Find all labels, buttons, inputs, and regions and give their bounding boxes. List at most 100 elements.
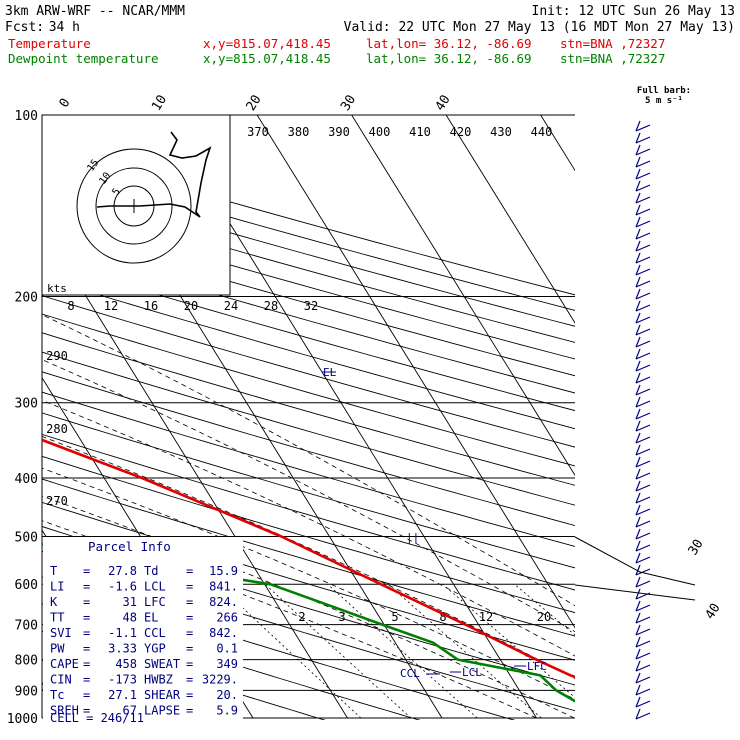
theta-label-left: 280 — [46, 422, 68, 436]
wind-barb-flag — [635, 408, 641, 420]
mixing-ratio-line — [264, 583, 412, 719]
wind-barb-staff — [635, 556, 651, 564]
wind-barb-staff — [635, 364, 651, 372]
wind-key-line2: 5 m s⁻¹ — [645, 96, 683, 106]
wind-barb-staff — [635, 652, 651, 660]
parcel-equals: = — [186, 611, 193, 625]
wind-barb-flag — [635, 156, 641, 168]
wind-barb — [635, 624, 651, 636]
hodograph-units-label: kts — [47, 282, 67, 295]
isotherm-line — [445, 115, 575, 324]
isotherm-label: 40 — [433, 93, 454, 114]
wind-barb-staff — [635, 580, 651, 588]
dewpoint-coords: x,y=815.07,418.45 — [203, 51, 331, 66]
parcel-param-value: 3.33 — [108, 642, 137, 656]
wind-barb-flag — [635, 264, 641, 276]
mixing-ratio-label: 2 — [298, 610, 305, 624]
fcst-value: 34 h — [49, 20, 80, 35]
isotherm-label: 20 — [244, 93, 265, 114]
wind-barb-staff — [635, 316, 651, 324]
wind-barb-staff — [635, 484, 651, 492]
theta-label: 440 — [531, 125, 553, 139]
theta-label: 390 — [328, 125, 350, 139]
parcel-param-label: K — [50, 595, 58, 609]
wind-barb-flag — [635, 696, 641, 708]
wind-barb-staff — [635, 136, 651, 144]
wind-barb-flag — [635, 240, 641, 252]
wind-barb — [635, 420, 651, 432]
wind-barb-flag — [635, 252, 641, 264]
wind-barb-staff — [635, 496, 651, 504]
wind-barb-flag — [635, 324, 641, 336]
wind-barb — [635, 384, 651, 396]
hodograph-scale-label: 16 — [144, 299, 158, 313]
parcel-equals: = — [186, 688, 193, 702]
wind-barb — [635, 228, 651, 240]
wind-barb — [635, 564, 651, 576]
parcel-equals: = — [83, 626, 90, 640]
parcel-param-label: PW — [50, 642, 65, 656]
parcel-param-label: T — [50, 564, 57, 578]
dewpoint-temperature-trace — [42, 542, 575, 703]
wind-barb-flag — [635, 204, 641, 216]
wind-barb-flag — [635, 660, 641, 672]
valid-time: Valid: 22 UTC Mon 27 May 13 (16 MDT Mon … — [344, 20, 735, 35]
wind-barb-staff — [635, 460, 651, 468]
parcel-info-row: SVI = -1.1 CCL = 842. — [50, 626, 238, 640]
parcel-param-value: 15.9 — [209, 564, 238, 578]
hodograph-scale-label: 8 — [67, 299, 74, 313]
dry-adiabat — [42, 501, 575, 661]
wind-barb-staff — [635, 688, 651, 696]
wind-barb-flag — [635, 444, 641, 456]
theta-label-left: 270 — [46, 494, 68, 508]
wind-barb — [635, 432, 651, 444]
parcel-marker-500: || — [406, 531, 419, 544]
wind-barb — [635, 636, 651, 648]
parcel-param-value: 27.1 — [108, 688, 137, 702]
wind-barb-flag — [635, 312, 641, 324]
wind-barb — [635, 516, 651, 528]
wind-barb — [635, 276, 651, 288]
wind-barb-staff — [635, 400, 651, 408]
mixing-ratio-label: 8 — [439, 610, 446, 624]
isotherm-line — [635, 115, 740, 718]
mixing-ratio-label: 12 — [479, 610, 493, 624]
dry-adiabat — [42, 576, 516, 720]
temperature-latlon: lat,lon= 36.12, -86.69 — [366, 36, 532, 51]
lfc-annotation: LFC — [527, 660, 547, 673]
temperature-legend-label: Temperature — [8, 36, 91, 51]
dry-adiabat — [42, 277, 575, 430]
parcel-equals: = — [186, 673, 193, 687]
wind-barb-flag — [635, 228, 641, 240]
parcel-equals: = — [83, 564, 90, 578]
wind-barb — [635, 480, 651, 492]
moist-adiabat — [42, 467, 575, 700]
parcel-equals: = — [83, 595, 90, 609]
wind-barb-flag — [635, 636, 641, 648]
wind-barb — [635, 300, 651, 312]
parcel-equals: = — [83, 580, 90, 594]
wind-barb-staff — [635, 436, 651, 444]
mixing-ratio-label: 3 — [338, 610, 345, 624]
lcl-annotation: LCL — [462, 666, 482, 679]
pressure-tick-label: 600 — [15, 578, 38, 593]
wind-barb-staff — [635, 268, 651, 276]
wind-barb-flag — [635, 552, 641, 564]
wind-barb — [635, 576, 651, 588]
wind-barb-staff — [635, 424, 651, 432]
temperature-coords: x,y=815.07,418.45 — [203, 36, 331, 51]
wind-barb-flag — [635, 672, 641, 684]
wind-barb — [635, 336, 651, 348]
wind-barb-flag — [635, 168, 641, 180]
wind-barb-staff — [635, 520, 651, 528]
wind-barb-flag — [635, 180, 641, 192]
parcel-info-row: LI = -1.6 LCL = 841. — [50, 580, 238, 594]
init-time: Init: 12 UTC Sun 26 May 13 — [532, 4, 736, 19]
parcel-param-value: 67 — [123, 704, 137, 718]
wind-barb-staff — [635, 388, 651, 396]
parcel-equals: = — [186, 580, 193, 594]
isotherm-label: 40 — [703, 601, 724, 622]
parcel-info-row: TT = 48 EL = 266 — [50, 611, 238, 625]
parcel-equals: = — [186, 595, 193, 609]
wind-barb — [635, 192, 651, 204]
